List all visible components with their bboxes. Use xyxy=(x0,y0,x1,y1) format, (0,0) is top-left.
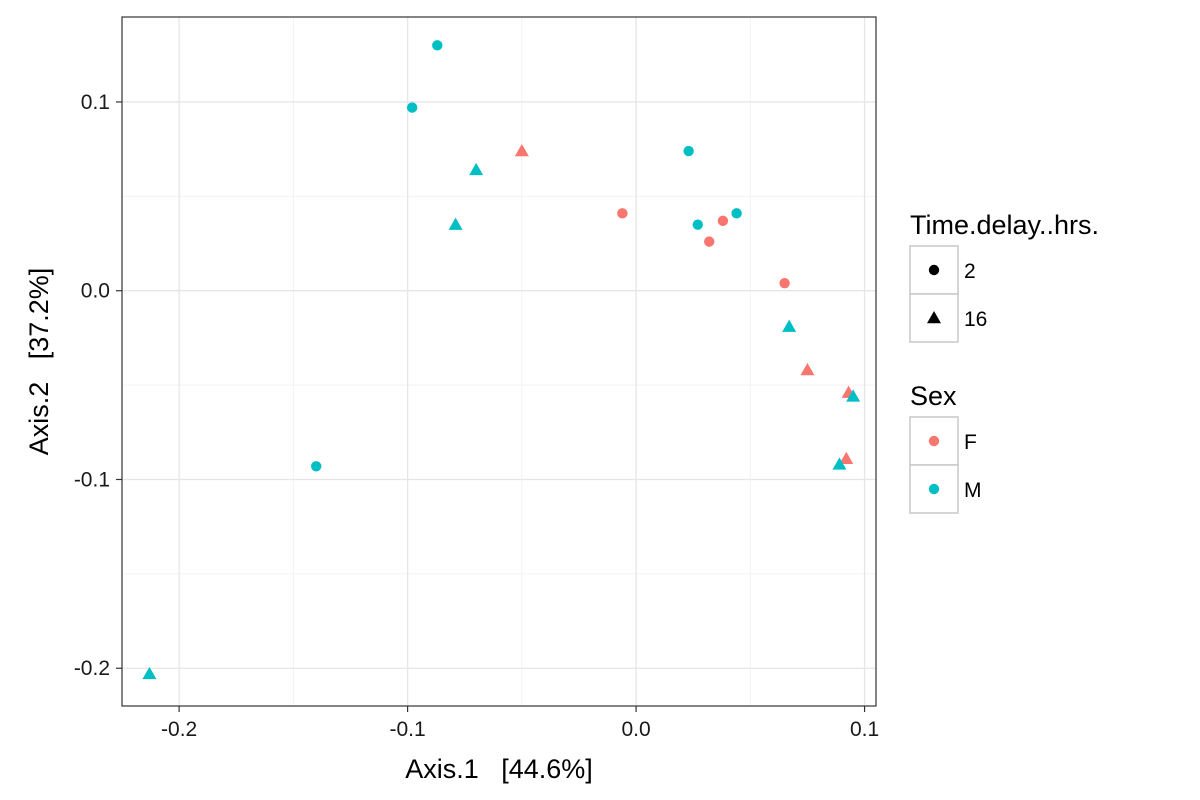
y-axis-title: Axis.2 [37.2%] xyxy=(24,268,54,456)
panel-border xyxy=(121,16,877,707)
data-point xyxy=(800,362,815,376)
data-point xyxy=(311,461,322,472)
shape-legend-marker xyxy=(928,264,940,276)
x-tick-label: -0.1 xyxy=(390,718,426,741)
color-legend-marker xyxy=(928,483,940,495)
data-point xyxy=(839,451,854,464)
data-point xyxy=(448,217,463,230)
shape-legend-label: 2 xyxy=(964,260,976,283)
plot-area: -0.2 -0.1 0.0 0.1 -0.2 -0.1 0.0 0.1 Axis.1 [44.6… xyxy=(24,16,879,784)
legend-area: Time.delay..hrs. 2 16 Sex F M xyxy=(909,210,1099,514)
y-tick-label: 0.0 xyxy=(81,280,110,303)
data-point xyxy=(692,219,703,230)
data-point xyxy=(846,389,861,402)
color-legend-title: Sex xyxy=(910,381,957,411)
x-tick-label: 0.1 xyxy=(850,718,879,741)
data-point xyxy=(469,162,484,176)
data-point xyxy=(731,208,742,219)
data-point xyxy=(782,319,797,332)
data-point xyxy=(142,666,157,680)
shape-legend-label: 16 xyxy=(964,308,987,331)
data-point xyxy=(683,145,694,157)
y-tick-label: -0.1 xyxy=(74,468,110,491)
data-point xyxy=(779,277,790,289)
y-tick-label: -0.2 xyxy=(74,657,110,680)
data-point xyxy=(432,40,443,51)
data-point xyxy=(406,102,418,113)
color-legend-label: F xyxy=(964,431,977,454)
data-point xyxy=(832,457,847,470)
data-point xyxy=(514,144,529,157)
data-point xyxy=(704,236,715,247)
shape-legend-marker xyxy=(927,311,941,324)
x-tick-label: 0.0 xyxy=(621,718,650,741)
x-axis-title: Axis.1 [44.6%] xyxy=(405,754,593,784)
y-tick-label: 0.1 xyxy=(81,91,110,114)
shape-legend-title: Time.delay..hrs. xyxy=(910,210,1099,240)
data-point xyxy=(617,208,628,219)
color-legend-marker xyxy=(928,435,940,447)
data-point xyxy=(717,215,729,227)
x-tick-label: -0.2 xyxy=(161,718,197,741)
color-legend-label: M xyxy=(964,479,982,502)
